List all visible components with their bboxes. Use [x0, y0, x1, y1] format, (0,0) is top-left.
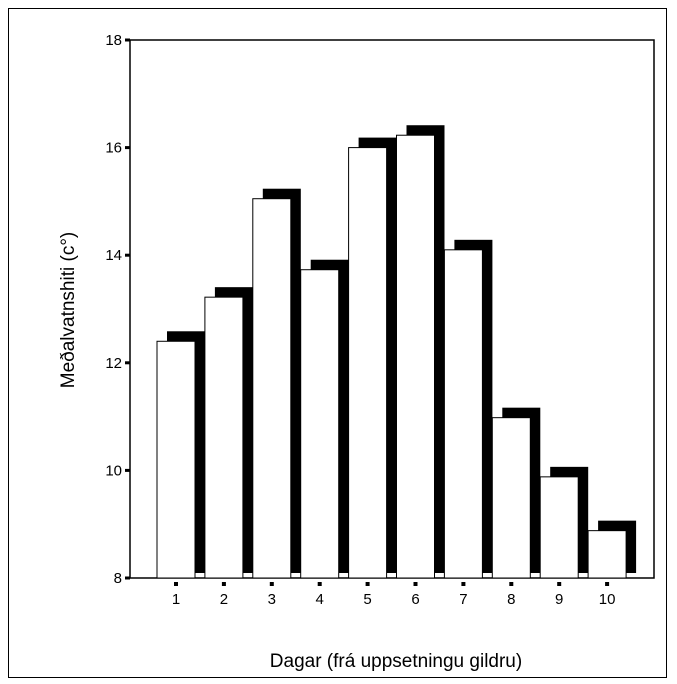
x-tick-mark [269, 582, 274, 586]
x-tick-label: 4 [316, 591, 324, 608]
x-tick-label: 6 [411, 591, 419, 608]
bar [348, 147, 388, 579]
x-tick-label: 9 [555, 591, 563, 608]
bar [156, 340, 196, 579]
x-tick-mark [365, 582, 370, 586]
x-tick-mark [413, 582, 418, 586]
y-tick-label: 18 [105, 32, 122, 49]
x-tick-label: 10 [599, 591, 616, 608]
x-axis-ticks: 1 2 3 4 5 6 7 8 9 10 [172, 582, 616, 608]
x-tick-label: 8 [507, 591, 515, 608]
y-tick-label: 8 [114, 570, 122, 587]
bar [539, 476, 579, 579]
bar [587, 530, 627, 579]
x-axis-title: Dagar (frá uppsetningu gildru) [270, 651, 522, 672]
bar [443, 249, 483, 579]
x-tick-mark [174, 582, 178, 586]
bar [204, 296, 244, 579]
x-tick-label: 3 [268, 591, 276, 608]
bar [396, 134, 435, 579]
y-axis-ticks: 8 10 12 14 16 18 [105, 32, 130, 587]
bars-group [156, 125, 637, 579]
y-tick-label: 12 [105, 355, 122, 372]
x-tick-mark [221, 582, 226, 586]
chart-frame [8, 8, 667, 678]
y-tick-label: 16 [105, 140, 122, 157]
y-tick-label: 14 [105, 247, 122, 264]
y-axis-title: Meðalvatnshiti (c°) [58, 232, 79, 388]
x-tick-label: 1 [172, 591, 180, 608]
x-tick-label: 2 [220, 591, 228, 608]
x-tick-mark [509, 582, 514, 586]
x-tick-mark [461, 582, 466, 586]
x-tick-mark [317, 582, 322, 586]
y-tick-label: 10 [105, 462, 122, 479]
x-tick-mark [557, 582, 562, 586]
bar [252, 198, 292, 579]
plot-border [129, 39, 655, 579]
plot-area [129, 39, 655, 579]
bar [491, 417, 531, 579]
bar [300, 269, 340, 579]
x-tick-label: 7 [459, 591, 467, 608]
x-tick-label: 5 [363, 591, 371, 608]
x-tick-mark [605, 582, 610, 586]
